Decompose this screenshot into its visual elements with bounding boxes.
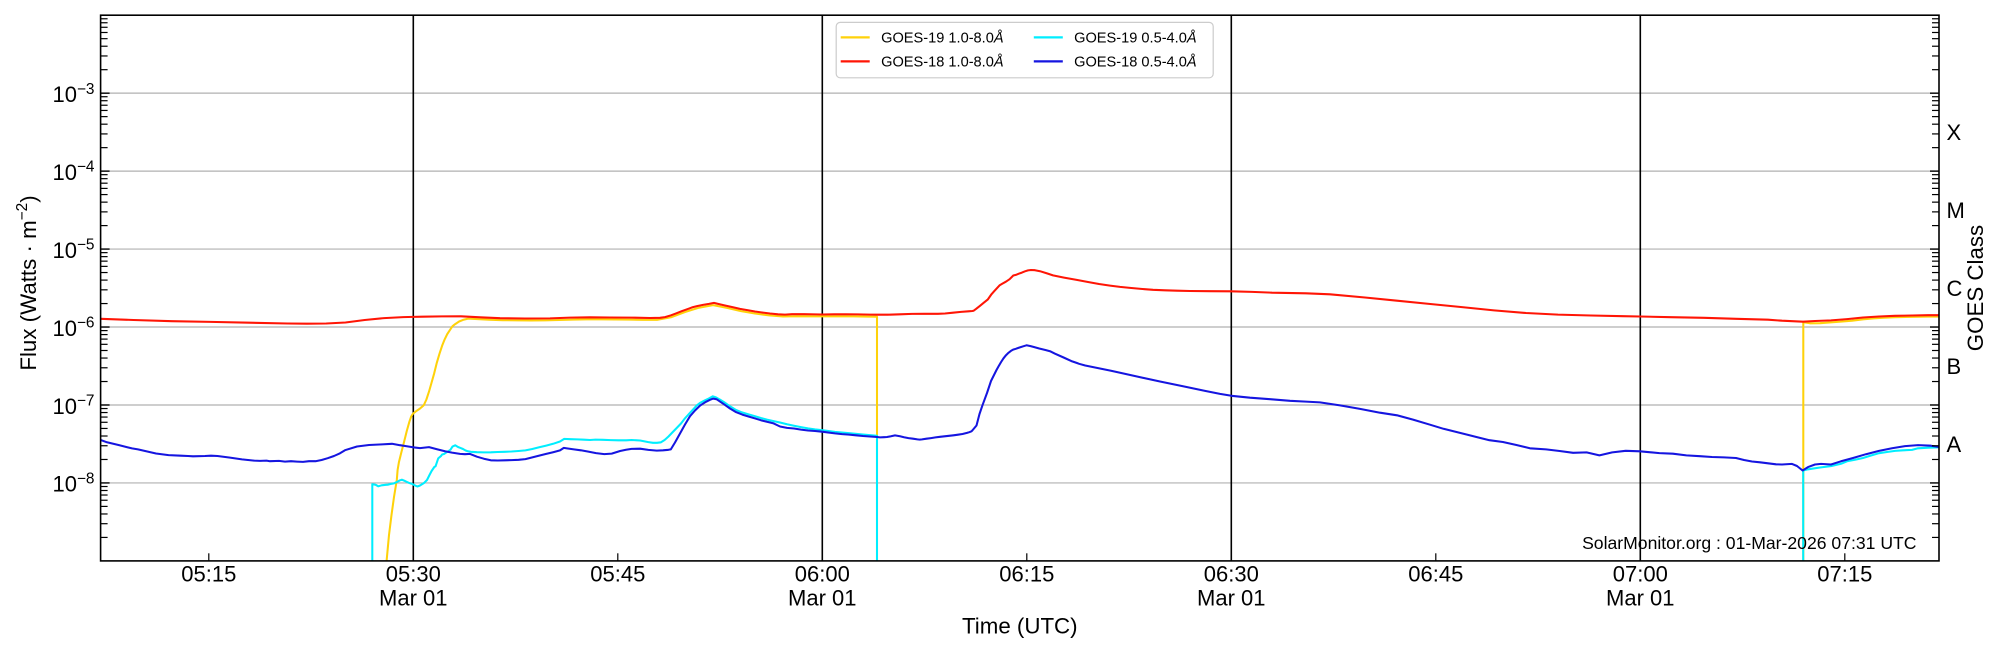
- svg-text:10−4: 10−4: [52, 159, 94, 185]
- svg-text:10−6: 10−6: [52, 315, 94, 341]
- svg-text:07:00: 07:00: [1613, 562, 1668, 587]
- svg-text:Flux (Watts · m−2): Flux (Watts · m−2): [14, 195, 41, 370]
- svg-text:07:15: 07:15: [1817, 562, 1872, 587]
- svg-text:05:45: 05:45: [590, 562, 645, 587]
- svg-text:GOES-18 0.5-4.0Å: GOES-18 0.5-4.0Å: [1074, 54, 1197, 71]
- svg-text:06:30: 06:30: [1204, 562, 1259, 587]
- svg-text:X: X: [1947, 120, 1962, 145]
- svg-text:05:15: 05:15: [181, 562, 236, 587]
- svg-text:B: B: [1947, 354, 1962, 379]
- svg-text:GOES-19 0.5-4.0Å: GOES-19 0.5-4.0Å: [1074, 30, 1197, 47]
- svg-text:Time (UTC): Time (UTC): [962, 614, 1078, 639]
- svg-text:Mar 01: Mar 01: [1606, 586, 1674, 611]
- svg-text:Mar 01: Mar 01: [379, 586, 447, 611]
- svg-text:GOES-19 1.0-8.0Å: GOES-19 1.0-8.0Å: [881, 30, 1004, 47]
- svg-text:A: A: [1947, 432, 1962, 457]
- svg-text:05:30: 05:30: [386, 562, 441, 587]
- svg-text:GOES-18 1.0-8.0Å: GOES-18 1.0-8.0Å: [881, 54, 1004, 71]
- svg-text:C: C: [1947, 276, 1963, 301]
- svg-text:06:15: 06:15: [999, 562, 1054, 587]
- svg-text:M: M: [1947, 198, 1965, 223]
- svg-text:Mar 01: Mar 01: [1197, 586, 1265, 611]
- svg-text:06:00: 06:00: [795, 562, 850, 587]
- svg-text:SolarMonitor.org : 01-Mar-2026: SolarMonitor.org : 01-Mar-2026 07:31 UTC: [1582, 533, 1917, 553]
- svg-text:Mar 01: Mar 01: [788, 586, 856, 611]
- svg-text:GOES Class: GOES Class: [1963, 225, 1988, 351]
- svg-text:06:45: 06:45: [1408, 562, 1463, 587]
